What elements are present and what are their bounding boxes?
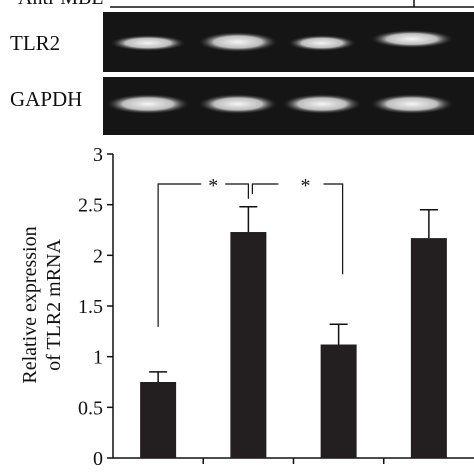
y-axis-label: of TLR2 mRNA [43,239,65,371]
significance-bracket [157,183,249,327]
y-tick-label: 1 [93,347,103,369]
band [370,30,454,48]
band [282,94,362,114]
y-tick-label: 2 [93,245,103,267]
band [110,35,186,51]
band [106,94,190,114]
significance-bracket [251,183,344,275]
y-tick-label: 2.5 [78,195,103,217]
significance-mark: * [208,175,218,197]
y-axis-label: Relative expression [19,226,41,383]
bar [320,344,357,458]
gel-header: Anti-MBL [18,0,104,9]
gel-row-label: GAPDH [10,87,82,111]
band [370,94,454,114]
y-tick-label: 1.5 [78,296,103,318]
bar [230,232,267,458]
band [198,32,278,52]
band [198,94,278,114]
bar [410,238,447,458]
bands [106,30,454,114]
gel-row-label: TLR2 [10,31,60,55]
band [288,35,356,51]
y-tick-label: 0 [93,448,103,470]
significance-mark: * [301,175,311,197]
y-tick-label: 3 [93,144,103,166]
y-tick-label: 0.5 [78,397,103,419]
bar [140,382,177,458]
